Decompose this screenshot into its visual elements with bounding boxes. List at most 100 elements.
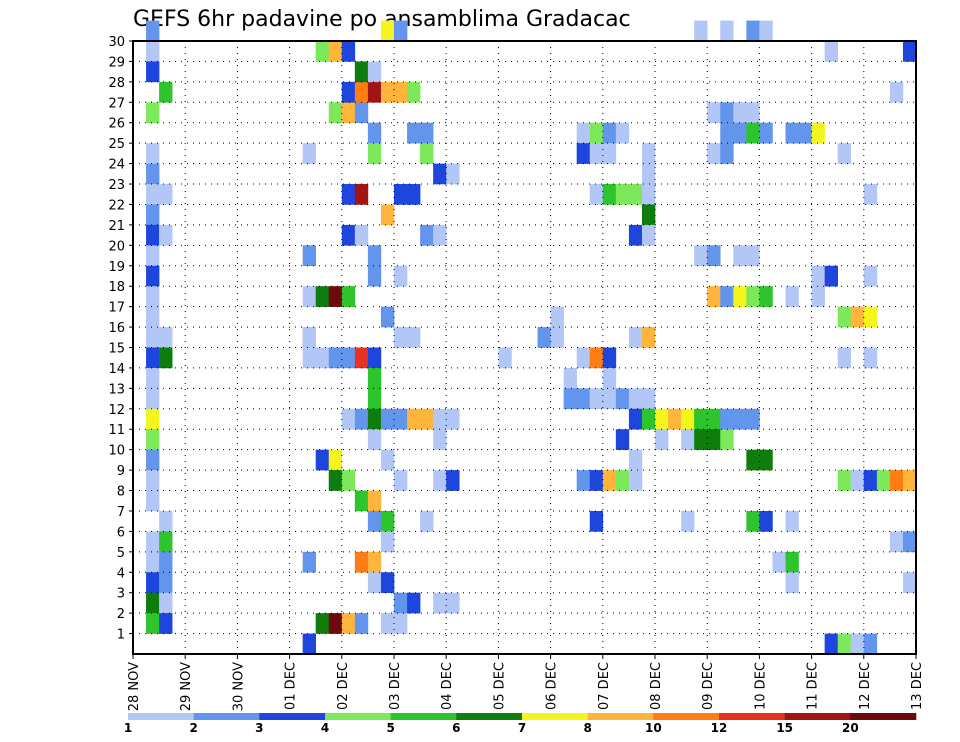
colorbar-swatch [193,713,260,720]
colorbar-swatch [850,713,917,720]
colorbar-swatch [522,713,588,720]
precip-cell [681,510,695,532]
precip-cell [602,143,617,164]
precip-cell [302,143,316,164]
precip-cell [407,184,421,205]
precip-cell [328,449,343,471]
precip-cell [315,613,330,634]
precip-cell [380,572,395,593]
precip-cell [367,429,382,450]
precip-cell [302,245,316,267]
colorbar-swatch [653,713,720,720]
precip-cell [354,347,369,369]
precip-cell [889,470,904,491]
colorbar-label: 12 [711,721,728,735]
precip-cell [354,490,369,512]
precip-cell [641,327,656,348]
y-tick-label: 4 [117,566,125,581]
precip-cell [785,122,799,144]
precip-cell [367,551,382,573]
precip-cell [576,470,591,491]
x-tick-label: 05 DEC [492,662,507,710]
precip-cell [380,204,395,226]
precip-cell [589,470,604,491]
x-tick-label: 09 DEC [701,662,716,710]
colorbar-label: 8 [583,721,591,735]
precip-cell [420,143,434,164]
precip-cell [446,408,460,430]
precip-cell [367,408,382,430]
y-tick-label: 17 [108,301,125,316]
precip-cell [537,327,551,348]
precip-cell [733,122,747,144]
precip-cell [367,143,382,164]
precip-cell [720,143,734,164]
precip-cell [328,286,343,307]
precip-cell [367,367,382,389]
precip-cell [576,347,591,369]
precip-cell [863,265,878,287]
precip-cell [407,327,421,348]
precip-cell [589,347,604,369]
y-tick-label: 3 [117,587,125,602]
precip-cell [785,510,799,532]
y-tick-label: 24 [108,158,125,173]
precip-cell [159,531,173,553]
precip-cell [315,286,330,307]
precip-cell [380,449,395,471]
precip-cell [707,429,721,450]
precip-cell [902,41,917,62]
precip-cell [146,102,160,124]
precip-cell [146,551,160,573]
x-tick-label: 03 DEC [388,662,403,710]
precip-cell [146,41,160,62]
precip-cell [315,449,330,471]
colorbar-swatch [719,713,785,720]
y-tick-label: 27 [108,96,125,111]
precip-cell [863,470,878,491]
precip-cell [902,572,917,593]
precip-cell [550,306,564,328]
precip-cell [354,551,369,573]
x-tick-label: 04 DEC [440,662,455,710]
colorbar-swatch [390,713,457,720]
precip-cell [341,613,356,634]
precip-cell [720,102,734,124]
precip-cell [159,327,173,348]
y-tick-label: 16 [108,321,125,336]
precip-cell [146,388,160,410]
precip-cell [746,102,760,124]
precip-cell [707,286,721,307]
precip-cell [341,347,356,369]
precip-cell [798,122,812,144]
precip-cell [159,510,173,532]
precip-cell [785,551,799,573]
precip-cell [341,102,356,124]
precip-cell [615,429,630,450]
precip-cell [146,367,160,389]
precip-cell [576,122,591,144]
precip-cell [146,572,160,593]
precip-cell [863,347,878,369]
precip-cell [707,102,721,124]
precip-cell [407,592,421,614]
y-tick-label: 2 [117,607,125,622]
precip-cell [889,531,904,553]
precip-cell [720,20,734,42]
precip-cell [354,184,369,205]
precip-cell [615,122,630,144]
precip-cell [850,306,865,328]
precip-cell [146,429,160,450]
y-tick-label: 10 [108,444,125,459]
precip-cell [394,470,408,491]
y-tick-label: 9 [117,464,125,479]
precip-cell [563,388,577,410]
precip-cell [602,367,617,389]
precip-cell [146,143,160,164]
precip-cell [589,388,604,410]
precip-cell [628,327,643,348]
precip-cell [850,470,865,491]
precip-cell [354,102,369,124]
precip-cell [498,347,512,369]
precip-cell [146,613,160,634]
